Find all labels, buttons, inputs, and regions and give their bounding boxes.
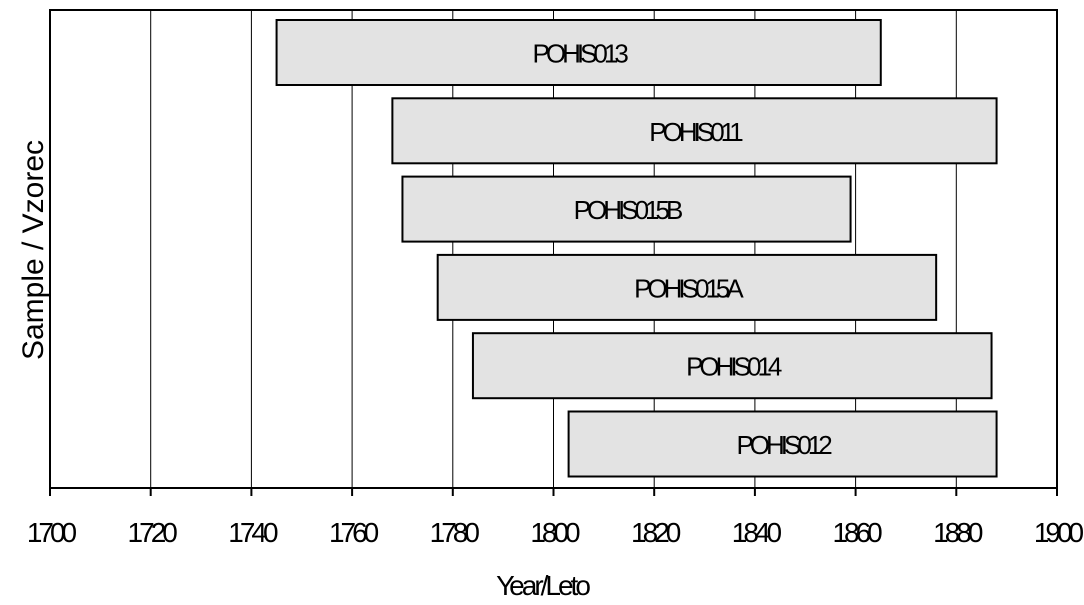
bar-label: POHIS012 (736, 430, 832, 460)
x-tick-label: 1800 (530, 517, 580, 548)
x-tick-label: 1700 (27, 517, 77, 548)
range-bar (567, 410, 998, 478)
x-tick-label: 1880 (933, 517, 983, 548)
x-tick-label: 1720 (128, 517, 178, 548)
bar-label: POHIS011 (649, 117, 743, 147)
x-tick-label: 1900 (1034, 517, 1084, 548)
x-tick-label: 1860 (832, 517, 882, 548)
bar-label: POHIS014 (686, 352, 782, 382)
x-tick-label: 1840 (732, 517, 782, 548)
x-tick-label: 1780 (430, 517, 480, 548)
range-bar (401, 175, 852, 243)
x-tick-label: 1760 (329, 517, 379, 548)
range-bar (436, 253, 938, 321)
bar-label: POHIS015A (634, 273, 744, 303)
x-tick-label: 1820 (631, 517, 681, 548)
range-bar (391, 97, 998, 165)
range-bar (275, 19, 882, 86)
plot-area: POHIS013 POHIS011 POHIS015B POHIS015A POHIS0… (27, 9, 1084, 548)
x-tick-label: 1740 (228, 517, 278, 548)
bar-label: POHIS013 (533, 39, 629, 69)
range-bar (471, 332, 993, 400)
x-axis-label: Year/Leto (496, 570, 591, 601)
y-axis-label: Sample / Vzorec (17, 139, 50, 361)
bar-label: POHIS015B (574, 195, 682, 225)
